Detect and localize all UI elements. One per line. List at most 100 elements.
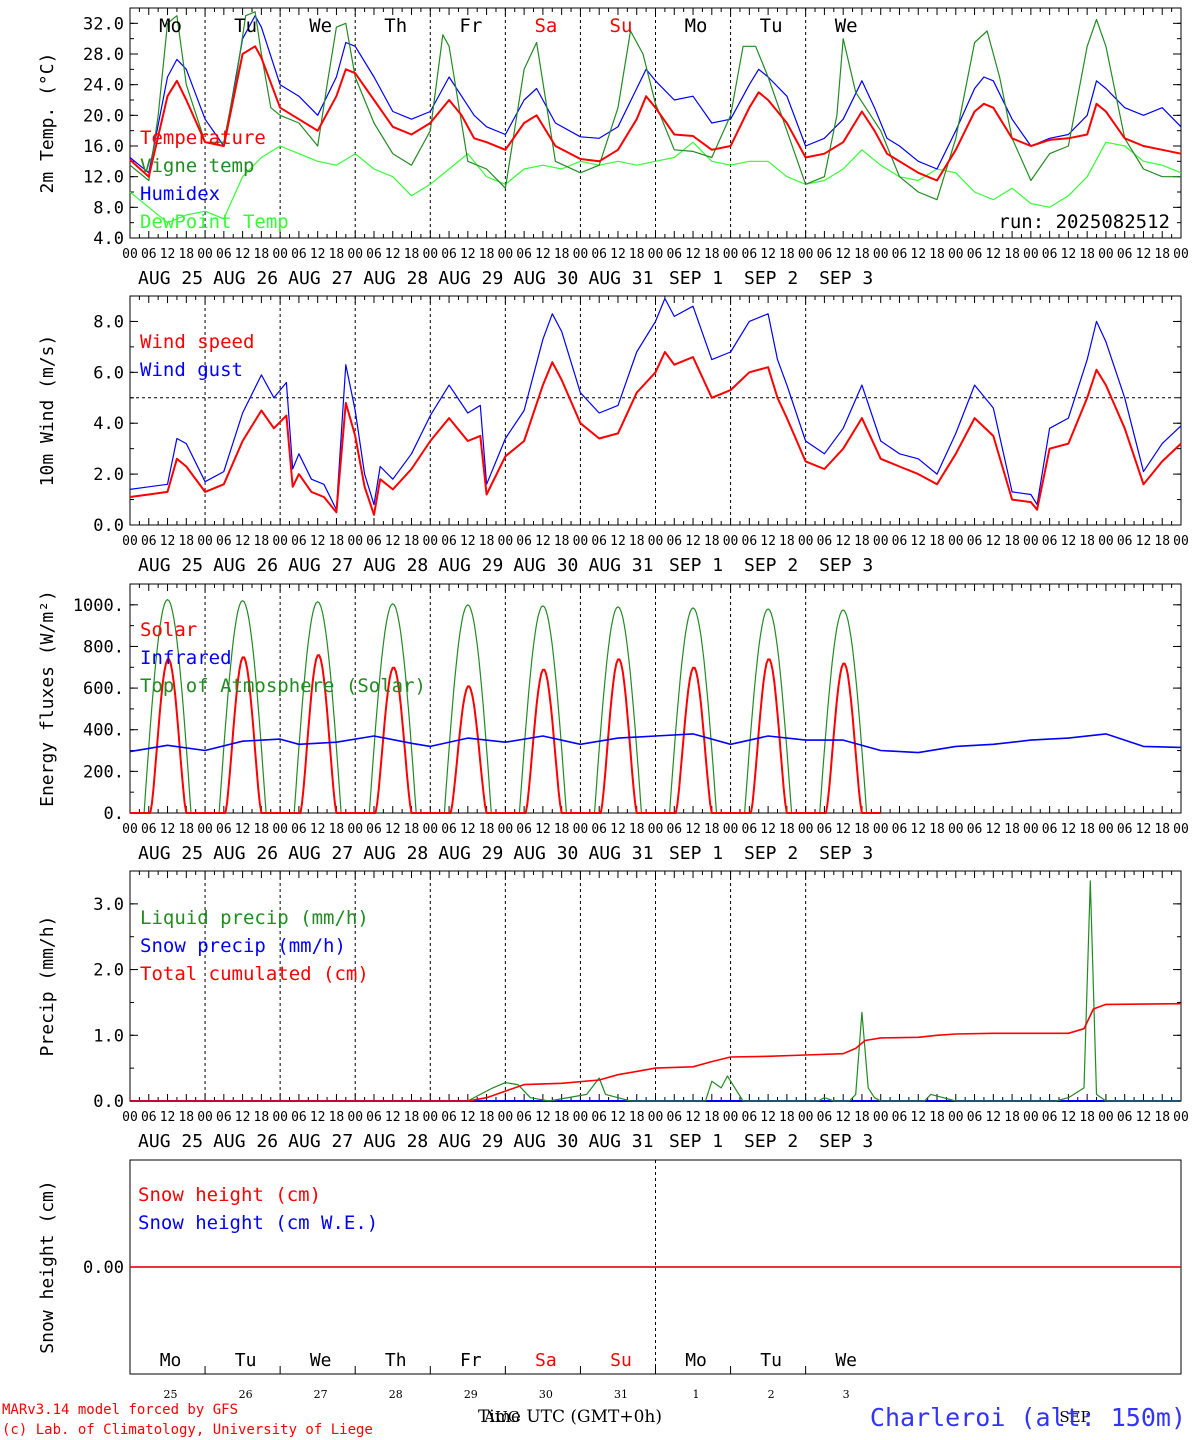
- temperature-series-line: [129, 15, 1182, 174]
- hour-tick-label: 12: [685, 822, 701, 837]
- hour-tick-label: 12: [910, 534, 926, 549]
- hour-tick-label: 12: [235, 1110, 251, 1125]
- precip-ylabel: Precip (mm/h): [37, 916, 58, 1057]
- date-label: AUG 31: [588, 555, 653, 576]
- hour-tick-label: 00: [197, 1110, 213, 1125]
- hour-tick-label: 12: [1061, 247, 1077, 262]
- hour-tick-label: 00: [1173, 822, 1189, 837]
- hour-tick-label: 06: [817, 534, 833, 549]
- hour-tick-label: 12: [910, 247, 926, 262]
- date-label: SEP 1: [669, 268, 723, 289]
- weekday-label: Tu: [760, 15, 783, 37]
- temperature-ytick-label: 24.0: [83, 76, 124, 96]
- hour-tick-label: 00: [1173, 534, 1189, 549]
- hour-tick-label: 12: [910, 1110, 926, 1125]
- temperature-legend-3: DewPoint Temp: [140, 211, 289, 233]
- temperature-legend-2: Humidex: [140, 183, 220, 205]
- wind-ytick-label: 2.0: [93, 465, 124, 485]
- bottom-day-number: 2: [768, 1388, 775, 1401]
- hour-tick-label: 18: [929, 822, 945, 837]
- hour-tick-label: 00: [723, 1110, 739, 1125]
- hour-tick-label: 00: [873, 247, 889, 262]
- snow-ylabel: Snow height (cm): [37, 1180, 58, 1353]
- hour-tick-label: 12: [985, 534, 1001, 549]
- bottom-day-number: 27: [314, 1388, 328, 1401]
- energy-legend-2: Top of Atmosphere (Solar): [140, 675, 426, 697]
- date-label: AUG 28: [363, 1131, 428, 1152]
- hour-tick-label: 06: [1117, 1110, 1133, 1125]
- bottom-weekday-label: Th: [385, 1350, 407, 1371]
- hour-tick-label: 06: [742, 247, 758, 262]
- hour-tick-label: 18: [554, 822, 570, 837]
- hour-tick-label: 12: [385, 534, 401, 549]
- temperature-ytick-label: 28.0: [83, 45, 124, 65]
- hour-tick-label: 06: [141, 534, 157, 549]
- date-label: AUG 30: [513, 843, 578, 864]
- hour-tick-label: 18: [854, 247, 870, 262]
- date-label: SEP 1: [669, 1131, 723, 1152]
- energy-ylabel: Energy fluxes (W/m²): [37, 590, 58, 807]
- time-axis-title: Time UTC (GMT+0h): [478, 1407, 662, 1427]
- temperature-ytick-label: 16.0: [83, 137, 124, 157]
- hour-tick-label: 06: [366, 822, 382, 837]
- hour-tick-label: 00: [873, 534, 889, 549]
- hour-tick-label: 12: [1136, 822, 1152, 837]
- energy-legend-0: Solar: [140, 619, 197, 641]
- energy-ytick-label: 400.: [83, 721, 124, 741]
- hour-tick-label: 18: [779, 822, 795, 837]
- hour-tick-label: 12: [685, 534, 701, 549]
- total-cumulated-line: [130, 1002, 1182, 1102]
- hour-tick-label: 18: [329, 534, 345, 549]
- bottom-weekday-label: Mo: [685, 1350, 707, 1371]
- date-label: AUG 26: [213, 843, 278, 864]
- hour-tick-label: 00: [948, 1110, 964, 1125]
- hour-tick-label: 06: [817, 822, 833, 837]
- hour-tick-label: 18: [779, 247, 795, 262]
- date-label: AUG 26: [213, 268, 278, 289]
- hour-tick-label: 06: [1042, 247, 1058, 262]
- hour-tick-label: 18: [854, 822, 870, 837]
- hour-tick-label: 00: [873, 1110, 889, 1125]
- date-label: AUG 31: [588, 843, 653, 864]
- hour-tick-label: 18: [1004, 822, 1020, 837]
- hour-tick-label: 06: [1117, 247, 1133, 262]
- weekday-label: Su: [610, 15, 633, 37]
- hour-tick-label: 18: [929, 1110, 945, 1125]
- date-label: AUG 25: [138, 1131, 203, 1152]
- temperature-ytick-label: 8.0: [93, 198, 124, 218]
- hour-tick-label: 12: [235, 534, 251, 549]
- precip-ytick-label: 0.0: [93, 1092, 124, 1112]
- hour-tick-label: 18: [779, 1110, 795, 1125]
- hour-tick-label: 12: [985, 822, 1001, 837]
- energy-ytick-label: 200.: [83, 762, 124, 782]
- temperature-ylabel: 2m Temp. (°C): [37, 53, 58, 194]
- hour-tick-label: 00: [573, 247, 589, 262]
- hour-tick-label: 00: [422, 822, 438, 837]
- hour-tick-label: 12: [460, 1110, 476, 1125]
- hour-tick-label: 18: [1079, 247, 1095, 262]
- hour-tick-label: 18: [1154, 1110, 1170, 1125]
- date-label: AUG 29: [438, 1131, 503, 1152]
- date-label: SEP 2: [744, 843, 798, 864]
- hour-tick-label: 00: [1098, 822, 1114, 837]
- hour-tick-label: 18: [929, 534, 945, 549]
- wind-legend-1: Wind gust: [140, 359, 243, 381]
- hour-tick-label: 00: [1023, 534, 1039, 549]
- hour-tick-label: 00: [272, 534, 288, 549]
- hour-tick-label: 12: [535, 247, 551, 262]
- hour-tick-label: 12: [685, 247, 701, 262]
- hour-tick-label: 06: [216, 534, 232, 549]
- energy-ytick-label: 0.: [104, 804, 124, 824]
- hour-tick-label: 12: [310, 1110, 326, 1125]
- hour-tick-label: 18: [254, 534, 270, 549]
- bottom-weekday-label: We: [835, 1350, 857, 1371]
- energy-ytick-label: 600.: [83, 679, 124, 699]
- date-label: AUG 30: [513, 1131, 578, 1152]
- hour-tick-label: 00: [723, 822, 739, 837]
- temperature-series-line: [129, 141, 1182, 224]
- hour-tick-label: 18: [929, 247, 945, 262]
- temperature-ytick-label: 4.0: [93, 229, 124, 249]
- weekday-label: Tu: [234, 15, 257, 37]
- hour-tick-label: 00: [498, 1110, 514, 1125]
- hour-tick-label: 06: [666, 534, 682, 549]
